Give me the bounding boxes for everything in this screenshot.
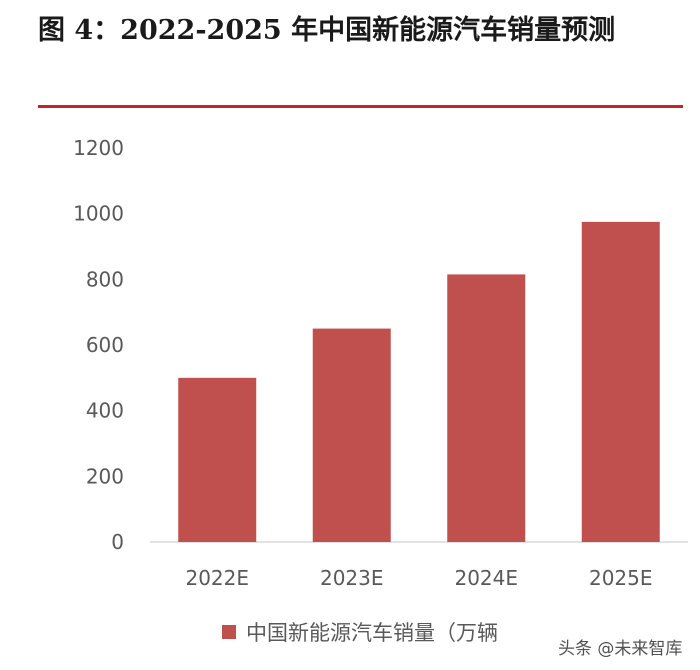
y-tick-label: 600 (86, 333, 124, 357)
x-tick-label: 2025E (589, 566, 653, 590)
bar-2023E (312, 328, 391, 542)
legend-label: 中国新能源汽车销量（万辆 (246, 621, 498, 645)
y-tick-label: 200 (86, 464, 124, 488)
bar-2024E (447, 274, 526, 542)
y-tick-label: 1200 (73, 136, 124, 160)
bar-2022E (178, 377, 257, 542)
y-axis-ticks: 0 200 400 600 800 1000 1200 (73, 136, 124, 554)
title-divider (38, 105, 683, 108)
bars (178, 221, 660, 542)
x-tick-label: 2023E (320, 566, 384, 590)
chart-title: 图 4：2022-2025 年中国新能源汽车销量预测 (38, 15, 616, 46)
bar-2025E (581, 221, 660, 542)
y-tick-label: 0 (111, 530, 124, 554)
x-tick-label: 2024E (454, 566, 518, 590)
x-tick-label: 2022E (185, 566, 249, 590)
legend-swatch (222, 625, 236, 639)
y-tick-label: 400 (86, 399, 124, 423)
legend: 中国新能源汽车销量（万辆 (222, 617, 498, 647)
y-tick-label: 800 (86, 267, 124, 291)
x-axis-ticks: 2022E 2023E 2024E 2025E (185, 566, 652, 590)
y-tick-label: 1000 (73, 202, 124, 226)
watermark: 头条 @未来智库 (558, 639, 683, 659)
